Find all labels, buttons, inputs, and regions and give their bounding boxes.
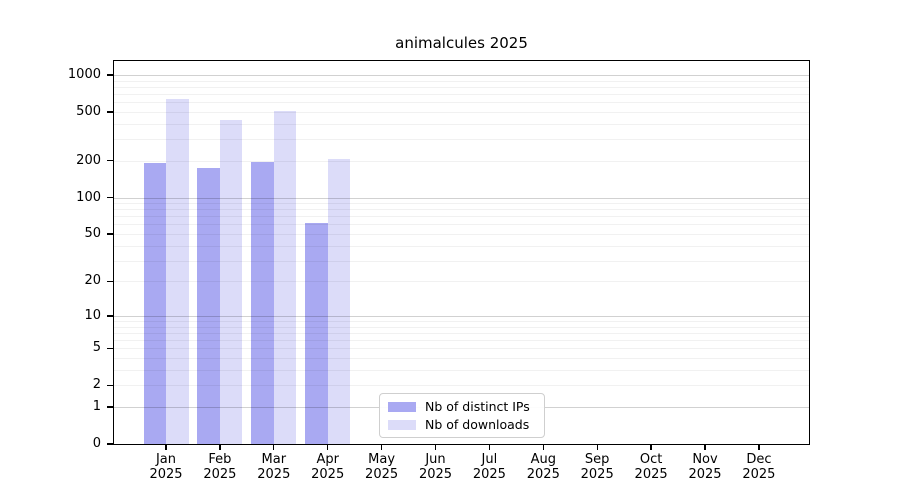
x-tick-label-apr: Apr 2025: [311, 452, 345, 482]
gridline-700: [114, 94, 809, 96]
gridline-50: [114, 233, 809, 235]
y-tick-label-10: 10: [84, 307, 101, 323]
x-tick-label-dec: Dec 2025: [742, 452, 776, 482]
gridline-8: [114, 326, 809, 328]
x-tick-label-sep: Sep 2025: [580, 452, 614, 482]
x-tick-mark-apr: [327, 445, 329, 450]
gridline-900: [114, 80, 809, 82]
gridline-3: [114, 369, 809, 371]
gridline-30: [114, 260, 809, 262]
x-tick-label-nov: Nov 2025: [688, 452, 722, 482]
y-tick-mark-1: [107, 406, 113, 408]
x-tick-label-feb: Feb 2025: [203, 452, 237, 482]
x-tick-mark-jan: [165, 445, 167, 450]
y-tick-label-1: 1: [92, 398, 101, 414]
gridline-200: [114, 160, 809, 162]
legend-label-downloads: Nb of downloads: [425, 417, 530, 432]
y-tick-label-50: 50: [84, 225, 101, 241]
gridline-100: [114, 197, 809, 199]
bar-downloads-mar: [273, 111, 297, 444]
bar-distinct-ips-jan: [143, 162, 166, 444]
gridline-600: [114, 102, 809, 104]
legend: Nb of distinct IPs Nb of downloads: [379, 393, 545, 438]
x-tick-mark-aug: [542, 445, 544, 450]
x-tick-mark-may: [380, 445, 383, 450]
y-tick-mark-20: [107, 280, 113, 283]
x-tick-mark-oct: [650, 445, 652, 450]
gridline-2: [114, 385, 809, 387]
gridline-70: [114, 216, 809, 218]
gridline-300: [114, 139, 809, 141]
gridline-9: [114, 321, 809, 323]
x-tick-label-aug: Aug 2025: [526, 452, 560, 482]
y-tick-mark-200: [107, 160, 113, 162]
bar-distinct-ips-apr: [305, 222, 328, 444]
y-tick-label-100: 100: [76, 189, 101, 205]
y-tick-mark-1000: [107, 74, 113, 76]
bar-distinct-ips-feb: [197, 168, 220, 444]
y-tick-mark-10: [107, 315, 113, 317]
x-tick-mark-nov: [704, 445, 706, 450]
y-tick-label-500: 500: [76, 103, 101, 119]
y-tick-label-20: 20: [84, 273, 101, 289]
x-tick-label-jan: Jan 2025: [149, 452, 183, 482]
gridline-500: [114, 111, 809, 113]
y-tick-label-0: 0: [92, 436, 101, 451]
x-tick-mark-jun: [434, 445, 437, 450]
gridline-40: [114, 245, 809, 247]
x-tick-mark-feb: [219, 445, 221, 450]
legend-entry-downloads: Nb of downloads: [388, 417, 536, 432]
gridline-1000: [114, 75, 809, 76]
bar-distinct-ips-mar: [251, 161, 274, 444]
x-tick-mark-mar: [273, 445, 275, 450]
y-tick-label-200: 200: [76, 152, 101, 168]
bar-downloads-feb: [219, 119, 243, 444]
y-tick-mark-50: [107, 233, 113, 235]
y-tick-mark-0: [107, 443, 113, 445]
x-tick-mark-sep: [596, 445, 598, 450]
gridline-60: [114, 224, 809, 226]
gridline-7: [114, 332, 809, 334]
gridline-6: [114, 340, 809, 342]
gridline-4: [114, 358, 809, 360]
x-tick-mark-dec: [758, 445, 760, 450]
gridline-90: [114, 203, 809, 205]
gridline-5: [114, 348, 809, 350]
gridline-20: [114, 281, 809, 283]
bar-downloads-apr: [327, 158, 351, 444]
bar-downloads-jan: [166, 99, 189, 444]
x-tick-label-jun: Jun 2025: [418, 452, 453, 482]
y-tick-mark-2: [107, 384, 113, 386]
x-tick-label-mar: Mar 2025: [257, 452, 291, 482]
legend-entry-distinct-ips: Nb of distinct IPs: [388, 399, 536, 414]
legend-swatch-downloads: [388, 419, 416, 430]
x-tick-label-jul: Jul 2025: [472, 452, 506, 482]
chart-title: animalcules 2025: [395, 34, 528, 52]
gridline-10: [114, 315, 809, 317]
y-tick-mark-500: [107, 111, 113, 113]
gridline-800: [114, 86, 809, 88]
legend-label-distinct-ips: Nb of distinct IPs: [425, 399, 530, 414]
gridline-400: [114, 123, 809, 125]
legend-swatch-distinct-ips: [388, 401, 416, 412]
x-tick-mark-jul: [488, 445, 491, 450]
y-tick-mark-5: [107, 347, 113, 349]
gridline-80: [114, 209, 809, 211]
x-tick-label-may: May 2025: [365, 452, 399, 482]
x-tick-label-oct: Oct 2025: [634, 452, 668, 482]
y-tick-mark-100: [107, 196, 113, 199]
y-tick-label-5: 5: [92, 340, 101, 356]
y-tick-label-1000: 1000: [67, 67, 101, 82]
y-tick-label-2: 2: [92, 377, 101, 393]
plot-area: [113, 60, 810, 445]
